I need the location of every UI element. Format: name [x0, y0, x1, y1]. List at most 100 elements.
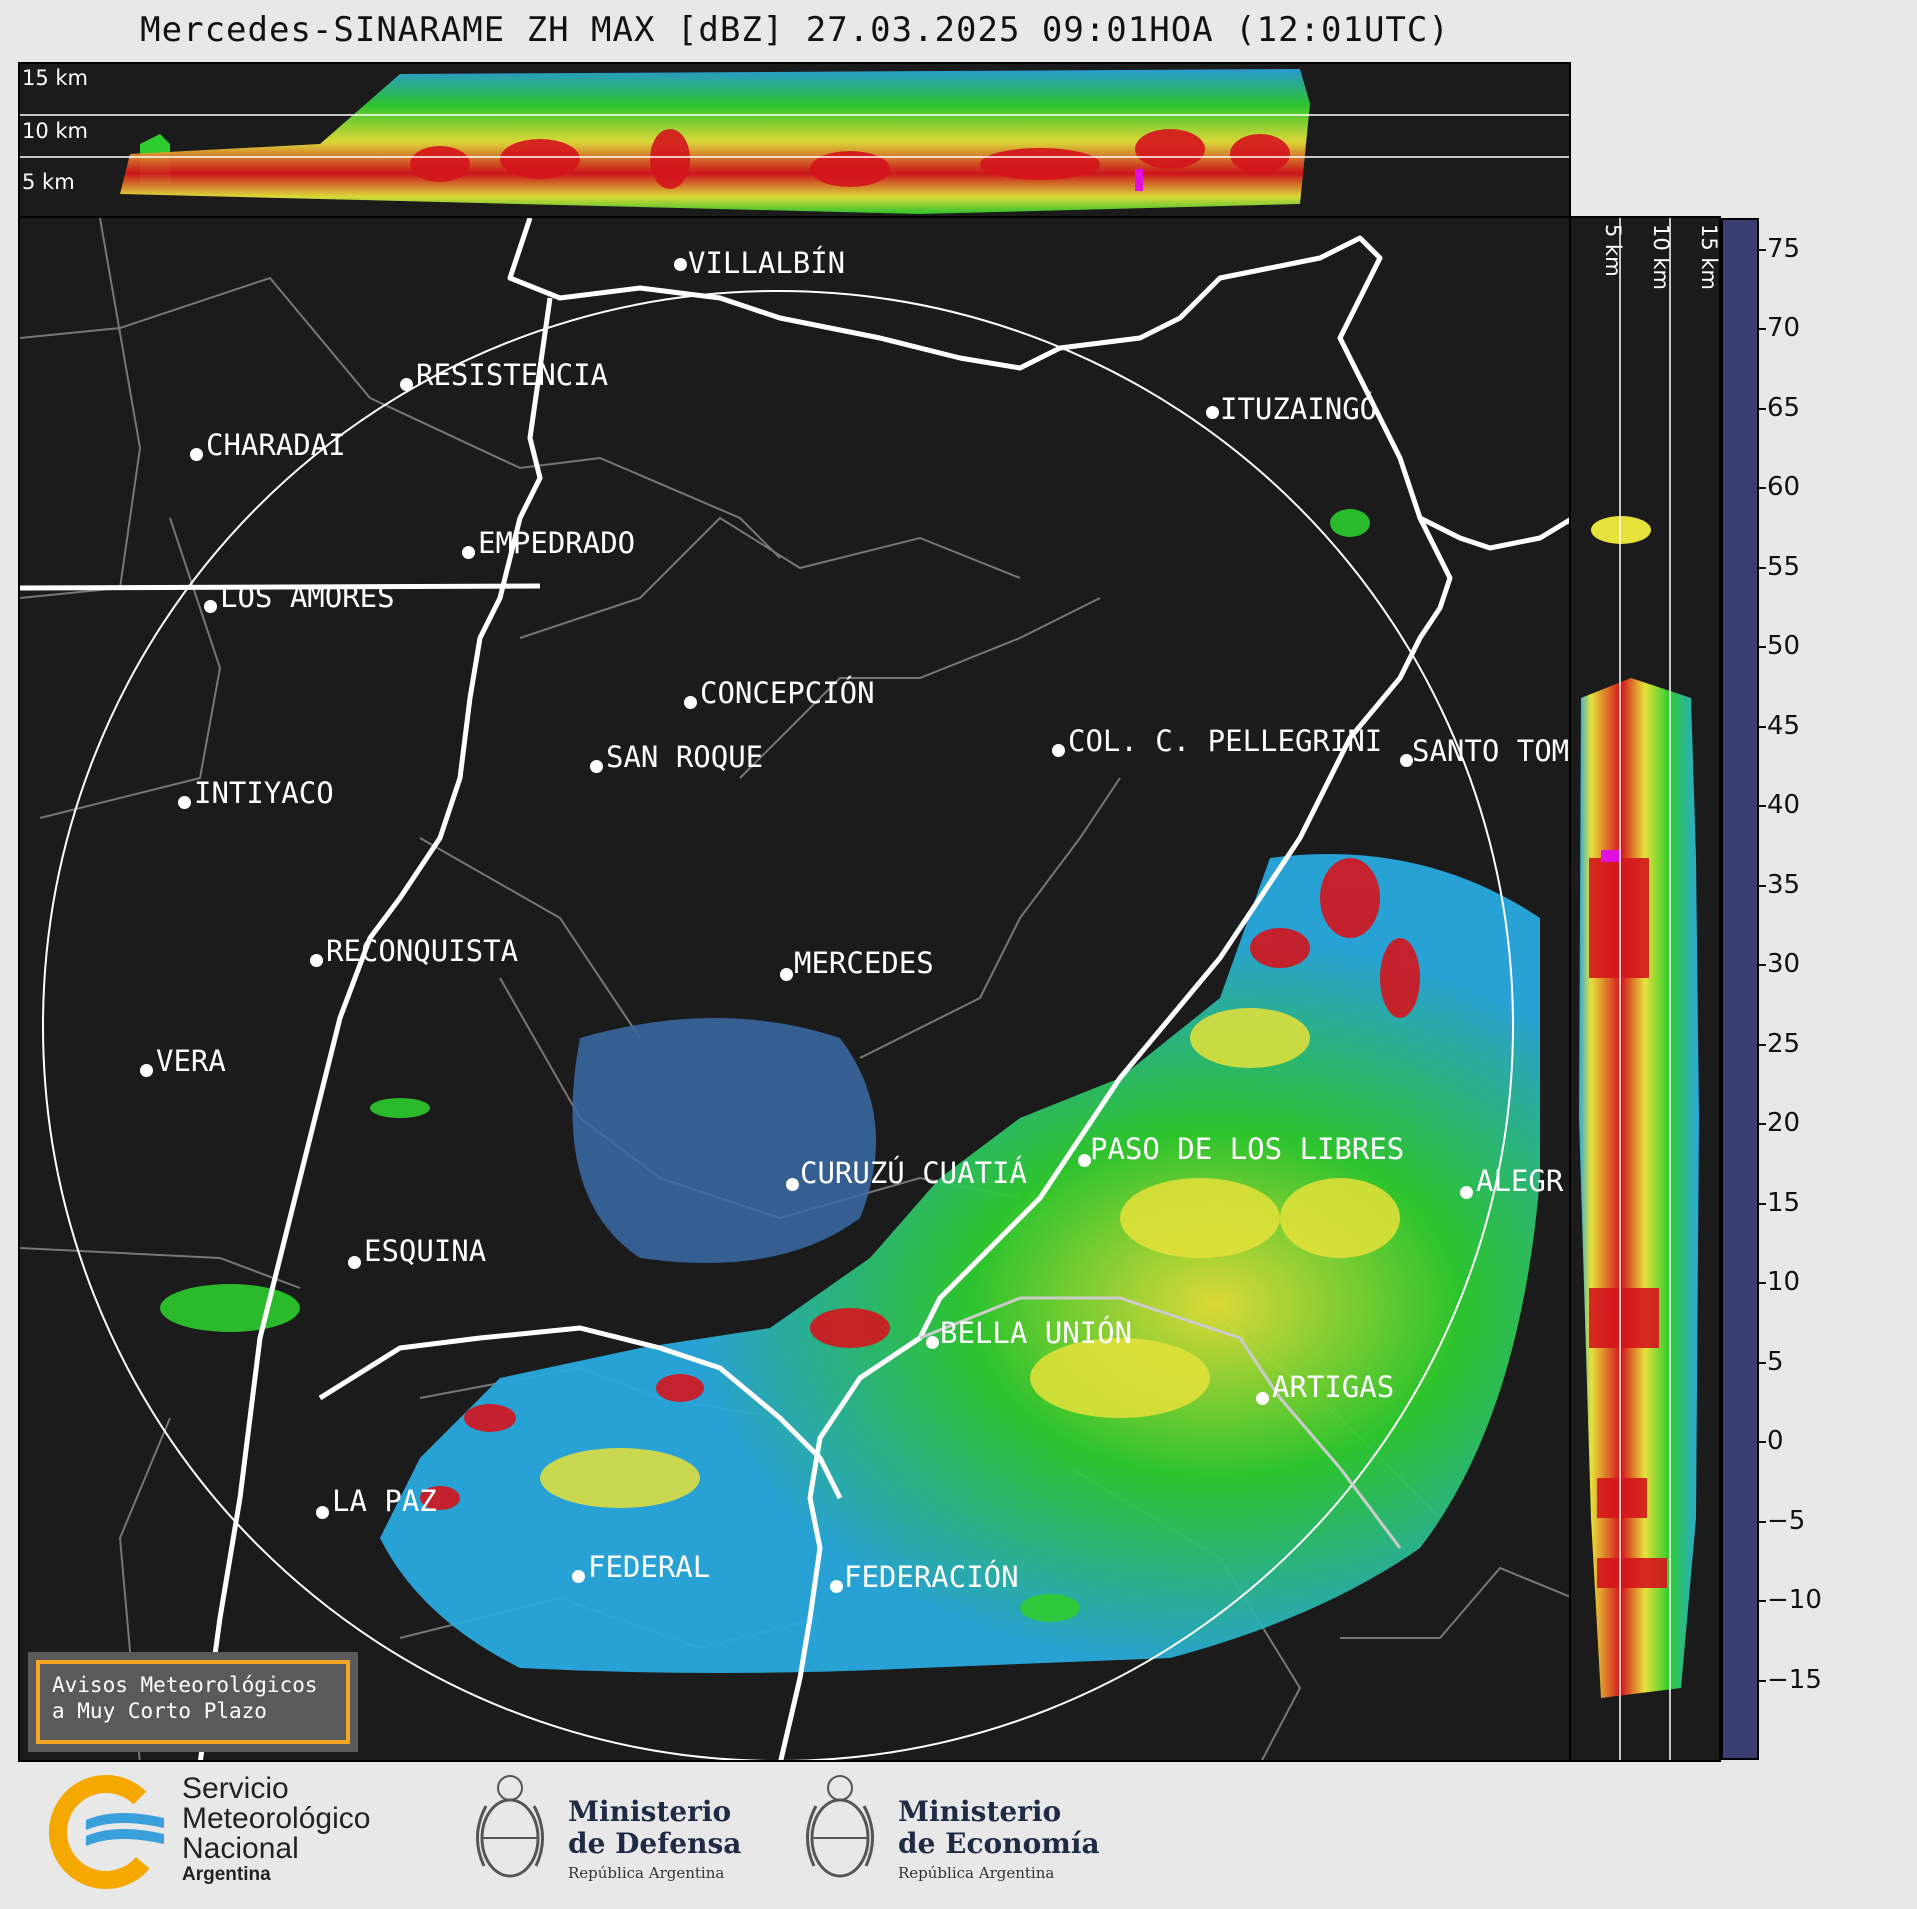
smn-line-3: Nacional [182, 1832, 299, 1865]
top-cross-section-echoes [20, 69, 1569, 214]
colorbar-tick-label: 25 [1758, 1028, 1801, 1059]
city-san-roque: SAN ROQUE [590, 740, 763, 774]
colorbar-tick-label: 0 [1759, 1426, 1784, 1457]
city-dot [190, 448, 203, 461]
defensa-line-1: Ministerio [568, 1795, 732, 1828]
side-cross-section-panel: 5 km 10 km 15 km [1569, 216, 1721, 1762]
coat-of-arms-icon [805, 1775, 875, 1878]
city-concepcion: CONCEPCIÓN [684, 676, 875, 710]
colorbar-tick-label: −10 [1759, 1585, 1822, 1616]
colorbar-tick-label: 45 [1758, 710, 1801, 741]
city-vera: VERA [140, 1044, 226, 1078]
city-alegr: ALEGR [1460, 1164, 1563, 1199]
map-title: Mercedes-SINARAME ZH MAX [dBZ] 27.03.202… [140, 10, 1450, 50]
colorbar-tick-label: 40 [1758, 790, 1801, 821]
smn-logo-icon [49, 1775, 164, 1889]
city-col-pellegrini: COL. C. PELLEGRINI [1052, 724, 1382, 758]
colorbar-tick-label: 20 [1758, 1108, 1801, 1139]
city-dot [1400, 754, 1413, 767]
city-artigas: ARTIGAS [1256, 1370, 1394, 1405]
city-dot [830, 1580, 843, 1593]
city-los-amores: LOS AMORES [204, 580, 395, 614]
defensa-line-2: de Defensa [568, 1827, 742, 1860]
side-label-10km: 10 km [1649, 224, 1673, 291]
city-dot [684, 696, 697, 709]
colorbar-tick-label: 70 [1758, 313, 1801, 344]
defensa-title: Ministerio de Defensa [568, 1796, 741, 1860]
city-empedrado: EMPEDRADO [462, 526, 635, 560]
city-dot [204, 600, 217, 613]
city-la-paz: LA PAZ [316, 1484, 437, 1519]
top-cross-section-panel: 15 km 10 km 5 km [18, 62, 1571, 218]
uruguay-route [919, 1296, 1402, 1549]
side-cross-section-echoes [1579, 218, 1699, 1760]
city-dot [178, 796, 191, 809]
economia-title: Ministerio de Economía [898, 1796, 1100, 1860]
colorbar-tick-label: 75 [1758, 233, 1801, 264]
echo-cores [420, 858, 1420, 1510]
warning-line-1: Avisos Meteorológicos [52, 1673, 318, 1697]
warning-box[interactable]: Avisos Meteorológicos a Muy Corto Plazo [28, 1652, 358, 1752]
city-ituzaingo: ITUZAINGÓ [1206, 392, 1377, 426]
height-label-15km: 15 km [22, 66, 89, 90]
smn-line-1: Servicio [182, 1772, 289, 1805]
city-paso-de-los-libres: PASO DE LOS LIBRES [1078, 1132, 1404, 1167]
city-reconquista: RECONQUISTA [310, 934, 518, 968]
city-dot [674, 258, 687, 271]
defensa-sub: República Argentina [568, 1864, 725, 1882]
city-dot [590, 760, 603, 773]
radar-map-graphics [20, 218, 1569, 1760]
city-charadai: CHARADAI [190, 428, 346, 462]
echo-clutter-region [572, 1018, 876, 1263]
colorbar-tick-label: −15 [1759, 1664, 1822, 1695]
side-label-5km: 5 km [1601, 224, 1625, 277]
smn-line-2: Meteorológico [182, 1802, 371, 1835]
smn-name: Servicio Meteorológico Nacional Argentin… [182, 1774, 370, 1886]
footer-logos: Servicio Meteorológico Nacional Argentin… [0, 1762, 1917, 1909]
city-dot [1078, 1154, 1091, 1167]
economia-line-2: de Economía [898, 1827, 1100, 1860]
city-dot [780, 968, 793, 981]
height-label-5km: 5 km [22, 170, 75, 194]
colorbar-tick-label: 55 [1758, 551, 1801, 582]
coat-of-arms-icon [475, 1775, 545, 1878]
warning-line-2: a Muy Corto Plazo [52, 1699, 267, 1723]
city-federal: FEDERAL [572, 1550, 710, 1584]
city-esquina: ESQUINA [348, 1234, 486, 1269]
colorbar-tick-label: −5 [1758, 1505, 1806, 1536]
city-dot [926, 1336, 939, 1349]
city-resistencia: RESISTENCIA [400, 358, 608, 392]
city-dot [786, 1178, 799, 1191]
smn-line-4: Argentina [182, 1864, 271, 1885]
city-dot [1206, 406, 1219, 419]
city-dot [462, 546, 475, 559]
city-federacion: FEDERACIÓN [830, 1560, 1019, 1594]
colorbar-tick-label: 10 [1758, 1267, 1801, 1298]
city-dot [572, 1570, 585, 1583]
city-dot [310, 954, 323, 967]
warning-box-frame: Avisos Meteorológicos a Muy Corto Plazo [36, 1660, 350, 1744]
colorbar-tick-label: 5 [1759, 1346, 1784, 1377]
colorbar-tick-label: 65 [1758, 392, 1801, 423]
city-bella-union: BELLA UNIÓN [926, 1316, 1132, 1350]
colorbar-tick-label: 30 [1758, 949, 1801, 980]
city-intiyaco: INTIYACO [178, 776, 334, 810]
economia-line-1: Ministerio [898, 1795, 1062, 1828]
colorbar-tick-label: 15 [1758, 1187, 1801, 1218]
radar-map: VILLALBÍN RESISTENCIA CHARADAI ITUZAINGÓ… [18, 216, 1571, 1762]
city-villalbin: VILLALBÍN [674, 246, 845, 280]
city-dot [140, 1064, 153, 1077]
borders-rivers [20, 218, 1569, 1760]
colorbar-tick-label: 50 [1758, 631, 1801, 662]
city-dot [1460, 1186, 1473, 1199]
height-label-10km: 10 km [22, 119, 89, 143]
side-label-15km: 15 km [1697, 224, 1721, 291]
city-dot [1052, 744, 1065, 757]
city-santo-tome: SANTO TOM [1400, 734, 1569, 768]
city-curuzu-cuatia: CURUZÚ CUATIÁ [786, 1156, 1027, 1191]
city-dot [348, 1256, 361, 1269]
colorbar-tick-label: 60 [1758, 472, 1801, 503]
colorbar-tick-label: 35 [1758, 869, 1801, 900]
economia-sub: República Argentina [898, 1864, 1055, 1882]
city-dot [316, 1506, 329, 1519]
